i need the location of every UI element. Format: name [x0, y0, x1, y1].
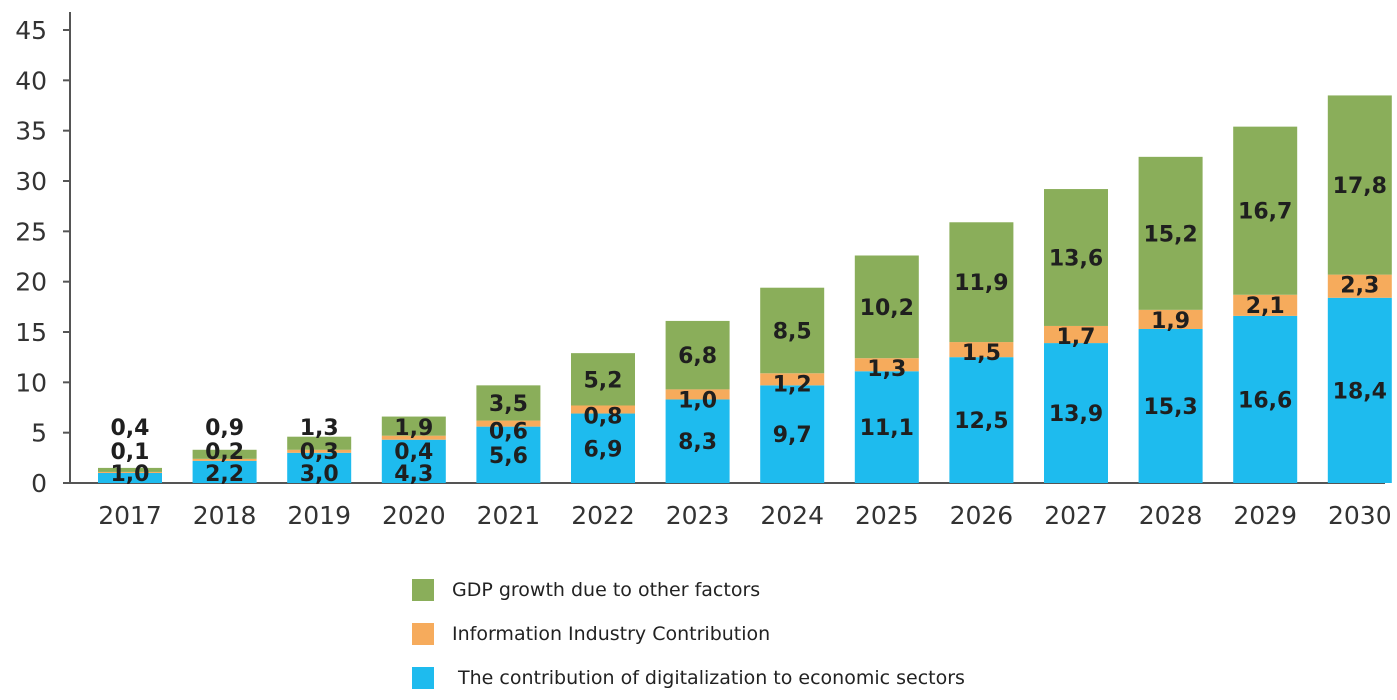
data-label-2021-series-2: 3,5: [489, 392, 528, 417]
x-tick-label-2017: 2017: [98, 501, 162, 530]
data-label-2030-series-2: 17,8: [1333, 174, 1387, 199]
data-label-2030-series-0: 18,4: [1333, 379, 1387, 404]
data-label-2026-series-2: 11,9: [954, 271, 1008, 296]
data-label-2028-series-2: 15,2: [1143, 222, 1197, 247]
data-label-2022-series-0: 6,9: [584, 437, 623, 462]
data-label-2018-series-1: 0,2: [205, 440, 244, 465]
data-label-2029-series-0: 16,6: [1238, 388, 1292, 413]
data-label-2024-series-0: 9,7: [773, 423, 812, 448]
data-label-2025-series-2: 10,2: [860, 296, 914, 321]
data-label-2022-series-2: 5,2: [584, 368, 623, 393]
x-tick-label-2028: 2028: [1139, 501, 1203, 530]
data-label-2028-series-1: 1,9: [1151, 309, 1190, 334]
data-label-2025-series-0: 11,1: [860, 416, 914, 441]
legend: GDP growth due to other factors Informat…: [412, 568, 965, 700]
data-label-2018-series-2: 0,9: [205, 416, 244, 441]
x-tick-label-2029: 2029: [1233, 501, 1297, 530]
legend-swatch-other-factors: [412, 579, 434, 601]
data-label-2019-series-1: 0,3: [300, 440, 339, 465]
data-label-2029-series-2: 16,7: [1238, 200, 1292, 225]
legend-item-other-factors: GDP growth due to other factors: [412, 568, 965, 612]
y-tick-label-20: 20: [15, 268, 47, 297]
data-label-2023-series-1: 1,0: [678, 388, 717, 413]
legend-item-information-industry: Information Industry Contribution: [412, 612, 965, 656]
data-label-2024-series-1: 1,2: [773, 372, 812, 397]
data-label-2023-series-0: 8,3: [678, 430, 717, 455]
data-label-2020-series-0: 4,3: [394, 462, 433, 487]
y-axis-ticks: 0 5 10 15 20 25 30 35 40 45: [15, 16, 70, 498]
y-tick-label-45: 45: [15, 16, 47, 45]
data-label-2030-series-1: 2,3: [1340, 274, 1379, 299]
data-label-2026-series-1: 1,5: [962, 341, 1001, 366]
y-tick-label-25: 25: [15, 217, 47, 246]
x-tick-label-2022: 2022: [571, 501, 635, 530]
data-label-2021-series-0: 5,6: [489, 444, 528, 469]
y-tick-label-40: 40: [15, 66, 47, 95]
x-tick-label-2020: 2020: [382, 501, 446, 530]
data-label-2026-series-0: 12,5: [954, 409, 1008, 434]
y-tick-label-5: 5: [31, 419, 47, 448]
data-label-2027-series-2: 13,6: [1049, 247, 1103, 272]
x-tick-label-2023: 2023: [666, 501, 730, 530]
data-label-2019-series-2: 1,3: [300, 416, 339, 441]
data-label-2018-series-0: 2,2: [205, 462, 244, 487]
data-label-2017-series-2: 0,4: [111, 416, 150, 441]
data-label-2019-series-0: 3,0: [300, 462, 339, 487]
legend-swatch-information-industry: [412, 623, 434, 645]
x-tick-label-2030: 2030: [1328, 501, 1392, 530]
data-label-2023-series-2: 6,8: [678, 344, 717, 369]
y-tick-label-15: 15: [15, 318, 47, 347]
data-label-2028-series-0: 15,3: [1143, 395, 1197, 420]
data-label-2022-series-1: 0,8: [584, 404, 623, 429]
y-tick-label-0: 0: [31, 469, 47, 498]
data-label-2027-series-1: 1,7: [1057, 325, 1096, 350]
data-label-2024-series-2: 8,5: [773, 319, 812, 344]
data-label-2017-series-0: 1,0: [111, 462, 150, 487]
legend-label-other-factors: GDP growth due to other factors: [452, 579, 760, 601]
x-axis-ticks: 2017 2018 2019 2020 2021 2022 2023 2024 2025 2026…: [98, 501, 1391, 530]
y-tick-label-30: 30: [15, 167, 47, 196]
data-label-2017-series-1: 0,1: [111, 440, 150, 465]
x-tick-label-2027: 2027: [1044, 501, 1108, 530]
data-label-2020-series-1: 0,4: [394, 440, 433, 465]
legend-label-information-industry: Information Industry Contribution: [452, 623, 770, 645]
x-tick-label-2025: 2025: [855, 501, 919, 530]
legend-swatch-digitalization: [412, 667, 434, 689]
data-label-2025-series-1: 1,3: [867, 357, 906, 382]
x-tick-label-2018: 2018: [193, 501, 257, 530]
y-tick-label-10: 10: [15, 368, 47, 397]
bars-group: [98, 95, 1392, 483]
x-tick-label-2019: 2019: [287, 501, 351, 530]
x-tick-label-2026: 2026: [950, 501, 1014, 530]
data-label-2027-series-0: 13,9: [1049, 402, 1103, 427]
data-label-2021-series-1: 0,6: [489, 420, 528, 445]
data-label-2020-series-2: 1,9: [394, 416, 433, 441]
x-tick-label-2024: 2024: [760, 501, 824, 530]
y-tick-label-35: 35: [15, 117, 47, 146]
legend-item-digitalization: The contribution of digitalization to ec…: [412, 656, 965, 700]
x-tick-label-2021: 2021: [477, 501, 541, 530]
legend-label-digitalization: The contribution of digitalization to ec…: [452, 667, 965, 689]
data-label-2029-series-1: 2,1: [1246, 294, 1285, 319]
